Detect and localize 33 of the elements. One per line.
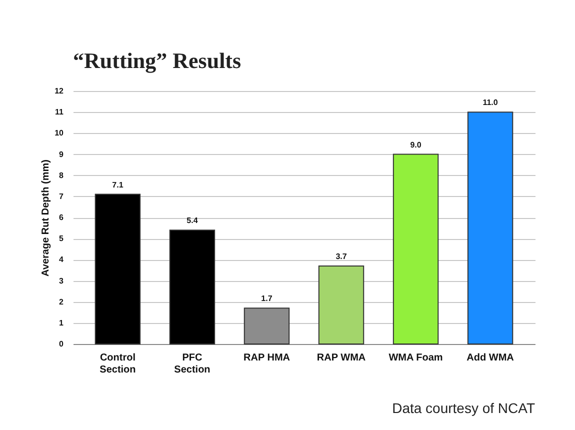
x-tick-label: Control Section [100,352,136,376]
x-tick-label: WMA Foam [388,352,443,364]
y-tick-label: 12 [54,86,64,96]
y-tick-label: 3 [59,276,64,286]
x-tick-label: RAP HMA [244,352,290,364]
y-tick-label: 11 [55,108,64,117]
bar [467,112,514,344]
y-tick-label: 8 [59,170,64,180]
bar [94,194,141,344]
y-tick-label: 6 [59,213,64,222]
data-label: 7.1 [112,180,124,190]
bar [318,265,364,344]
x-tick-label: RAP WMA [316,352,366,364]
data-label: 11.0 [482,98,498,108]
x-tick-label: Add WMA [466,352,514,364]
bar [169,230,216,344]
y-tick-label: 0 [59,340,64,348]
data-label: 9.0 [410,140,422,150]
y-tick-label: 7 [59,192,64,201]
data-label: 3.7 [336,252,348,261]
y-axis-title: Average Rut Depth (mm) [40,160,52,276]
y-tick-label: 4 [59,255,64,264]
data-label: 5.4 [186,216,198,226]
y-tick-label: 5 [59,234,64,244]
chart-title: “Rutting” Results [73,48,242,73]
y-tick-label: 1 [59,318,64,328]
data-label: 1.7 [261,294,273,304]
text: Data courtesy of NCAT [392,400,535,416]
y-tick-label: 9 [59,150,64,159]
y-tick-label: 10 [54,128,64,138]
y-tick-label: 2 [59,297,64,306]
bar [392,154,439,344]
x-tick-label: PFC Section [174,352,210,376]
